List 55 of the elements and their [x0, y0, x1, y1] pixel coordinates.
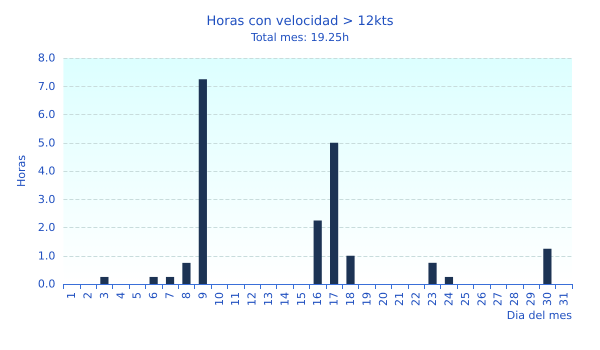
x-tick-label: 25	[458, 292, 472, 306]
x-tick-label: 22	[410, 292, 423, 306]
y-tick-label: 5.0	[38, 136, 56, 150]
y-tick-label: 8.0	[38, 52, 56, 64]
x-tick-label: 20	[376, 292, 390, 306]
x-tick-label: 2	[82, 292, 95, 299]
x-tick-label: 24	[442, 292, 456, 306]
y-tick-label: 7.0	[38, 80, 56, 93]
y-tick-label: 4.0	[38, 164, 56, 178]
x-tick-label: 18	[344, 292, 358, 306]
bar	[444, 276, 454, 284]
x-tick-label: 29	[524, 292, 538, 306]
x-tick-label: 8	[180, 292, 193, 299]
bar	[182, 262, 191, 284]
chart-title: Horas con velocidad > 12kts	[206, 14, 394, 29]
bar	[543, 248, 552, 284]
y-axis-title: Horas	[15, 154, 28, 187]
bar	[346, 256, 355, 284]
x-tick-label: 15	[294, 292, 308, 306]
chart-subtitle: Total mes: 19.25h	[250, 31, 350, 44]
x-tick-label: 30	[540, 292, 554, 306]
x-tick-label: 9	[196, 292, 210, 299]
x-tick-label: 27	[492, 292, 505, 306]
x-tick-label: 6	[147, 292, 160, 299]
bar	[428, 262, 437, 284]
y-tick-label: 2.0	[38, 221, 56, 234]
x-tick-label: 11	[229, 292, 242, 306]
x-tick-label: 23	[426, 292, 440, 306]
y-tick-label: 1.0	[38, 249, 56, 262]
x-tick-label: 1	[65, 292, 78, 299]
y-tick-label: 0.0	[38, 278, 56, 290]
x-tick-label: 31	[557, 292, 570, 306]
x-tick-label: 28	[508, 292, 522, 306]
x-tick-label: 10	[212, 292, 226, 306]
x-tick-label: 16	[311, 292, 324, 306]
x-tick-label: 3	[98, 292, 111, 299]
bar	[314, 220, 322, 284]
x-tick-label: 14	[278, 292, 292, 306]
x-tick-label: 17	[328, 292, 341, 306]
x-tick-label: 26	[475, 292, 488, 306]
x-tick-label: 13	[262, 292, 275, 306]
x-tick-label: 19	[360, 292, 374, 306]
x-tick-label: 12	[246, 292, 259, 306]
bar	[198, 79, 207, 284]
x-tick-label: 4	[114, 292, 128, 299]
bar	[330, 142, 338, 284]
bar	[100, 276, 109, 284]
x-tick-label: 7	[164, 292, 177, 299]
y-tick-label: 6.0	[38, 108, 56, 121]
bar	[166, 276, 174, 284]
x-axis-title: Dia del mes	[506, 309, 572, 322]
y-tick-label: 3.0	[38, 192, 56, 206]
bar	[150, 276, 158, 284]
x-tick-label: 5	[130, 292, 144, 299]
x-tick-label: 21	[393, 292, 406, 306]
